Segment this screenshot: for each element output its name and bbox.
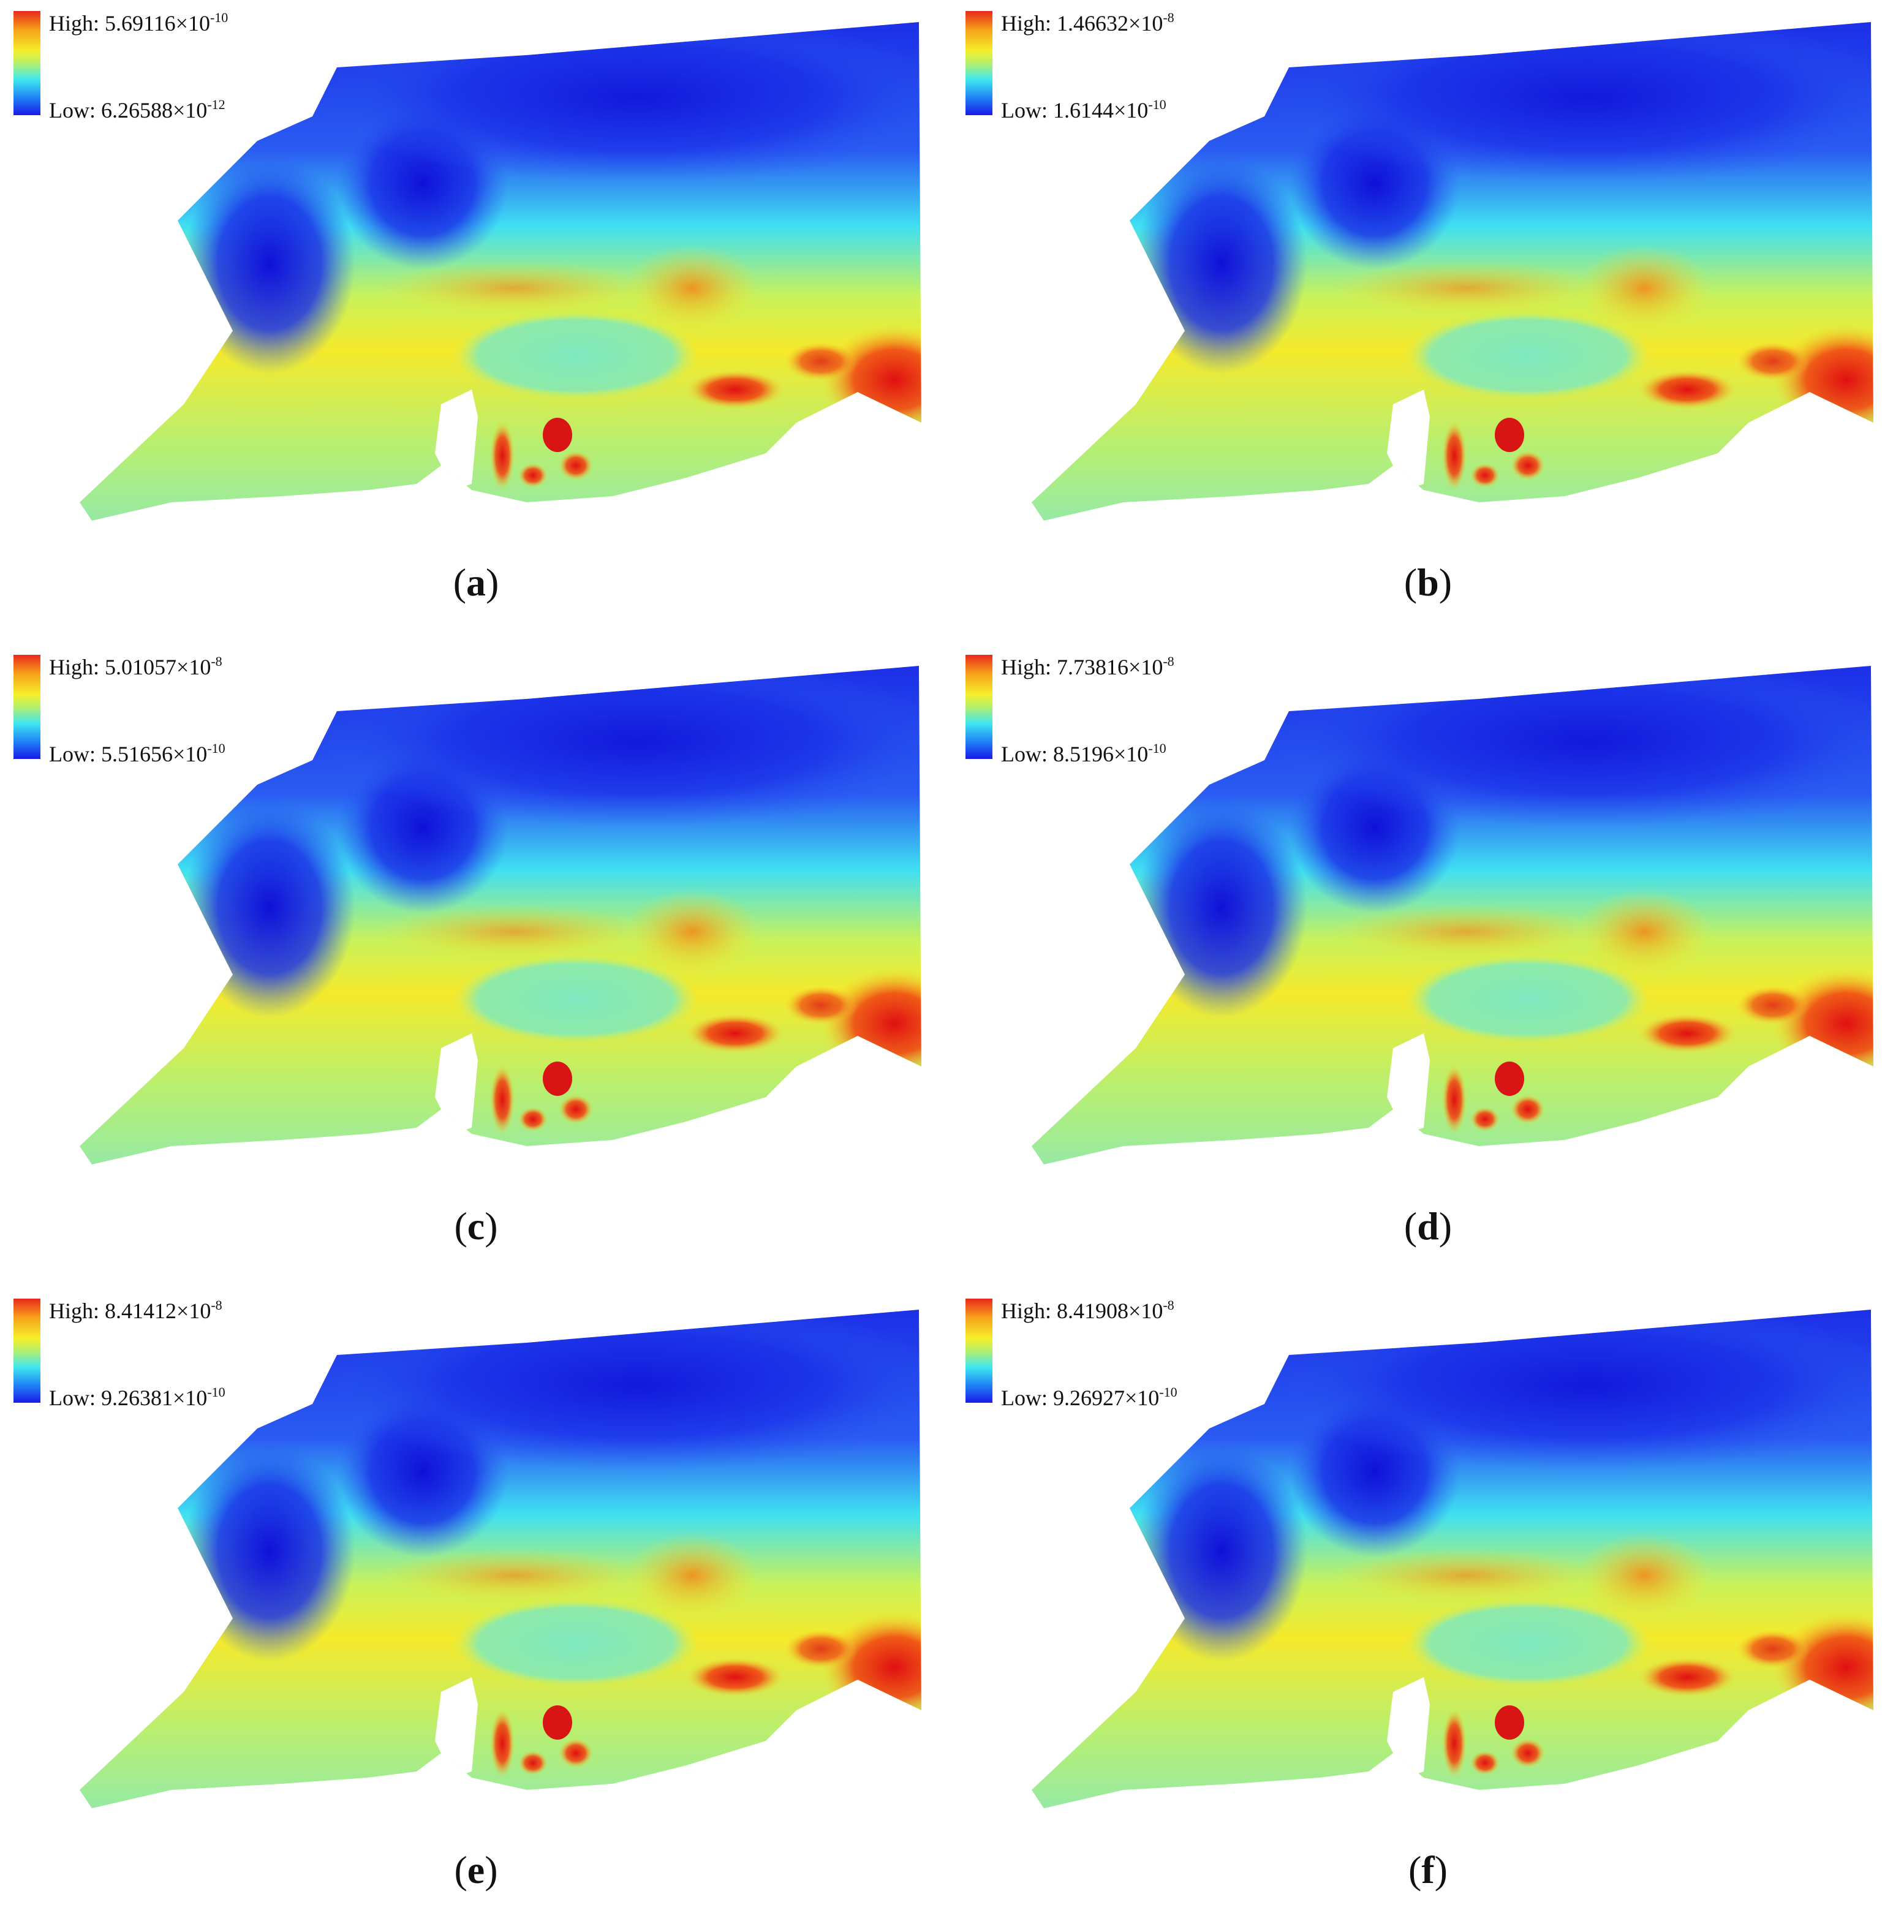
colorbar-d — [965, 655, 992, 759]
legend-low-e: Low: 9.26381×10-10 — [49, 1384, 225, 1411]
panel-f: High: 8.41908×10-8 Low: 9.26927×10-10 (f… — [952, 1288, 1904, 1931]
legend-f: High: 8.41908×10-8 Low: 9.26927×10-10 — [965, 1299, 1260, 1415]
caption-f: (f) — [1408, 1848, 1448, 1892]
legend-high-d: High: 7.73816×10-8 — [1001, 654, 1174, 680]
panel-d: High: 7.73816×10-8 Low: 8.5196×10-10 (d) — [952, 644, 1904, 1288]
legend-high-f: High: 8.41908×10-8 — [1001, 1297, 1174, 1324]
caption-d: (d) — [1403, 1204, 1453, 1248]
legend-b: High: 1.46632×10-8 Low: 1.6144×10-10 — [965, 11, 1260, 127]
caption-c: (c) — [454, 1204, 498, 1248]
legend-c: High: 5.01057×10-8 Low: 5.51656×10-10 — [13, 655, 308, 771]
colorbar-a — [13, 11, 40, 115]
legend-high-c: High: 5.01057×10-8 — [49, 654, 222, 680]
colorbar-f — [965, 1299, 992, 1403]
colorbar-c — [13, 655, 40, 759]
legend-a: High: 5.69116×10-10 Low: 6.26588×10-12 — [13, 11, 308, 127]
caption-b: (b) — [1403, 560, 1453, 604]
panel-c: High: 5.01057×10-8 Low: 5.51656×10-10 (c… — [0, 644, 952, 1288]
caption-e: (e) — [454, 1848, 498, 1892]
legend-high-e: High: 8.41412×10-8 — [49, 1297, 222, 1324]
legend-e: High: 8.41412×10-8 Low: 9.26381×10-10 — [13, 1299, 308, 1415]
legend-high-b: High: 1.46632×10-8 — [1001, 10, 1174, 36]
panel-b: High: 1.46632×10-8 Low: 1.6144×10-10 (b) — [952, 0, 1904, 644]
legend-low-b: Low: 1.6144×10-10 — [1001, 97, 1166, 123]
colorbar-b — [965, 11, 992, 115]
legend-d: High: 7.73816×10-8 Low: 8.5196×10-10 — [965, 655, 1260, 771]
panel-a: High: 5.69116×10-10 Low: 6.26588×10-12 (… — [0, 0, 952, 644]
legend-low-c: Low: 5.51656×10-10 — [49, 741, 225, 767]
legend-high-a: High: 5.69116×10-10 — [49, 10, 229, 36]
legend-low-f: Low: 9.26927×10-10 — [1001, 1384, 1177, 1411]
colorbar-e — [13, 1299, 40, 1403]
legend-low-a: Low: 6.26588×10-12 — [49, 97, 225, 123]
caption-a: (a) — [453, 560, 499, 604]
legend-low-d: Low: 8.5196×10-10 — [1001, 741, 1166, 767]
panel-e: High: 8.41412×10-8 Low: 9.26381×10-10 (e… — [0, 1288, 952, 1931]
